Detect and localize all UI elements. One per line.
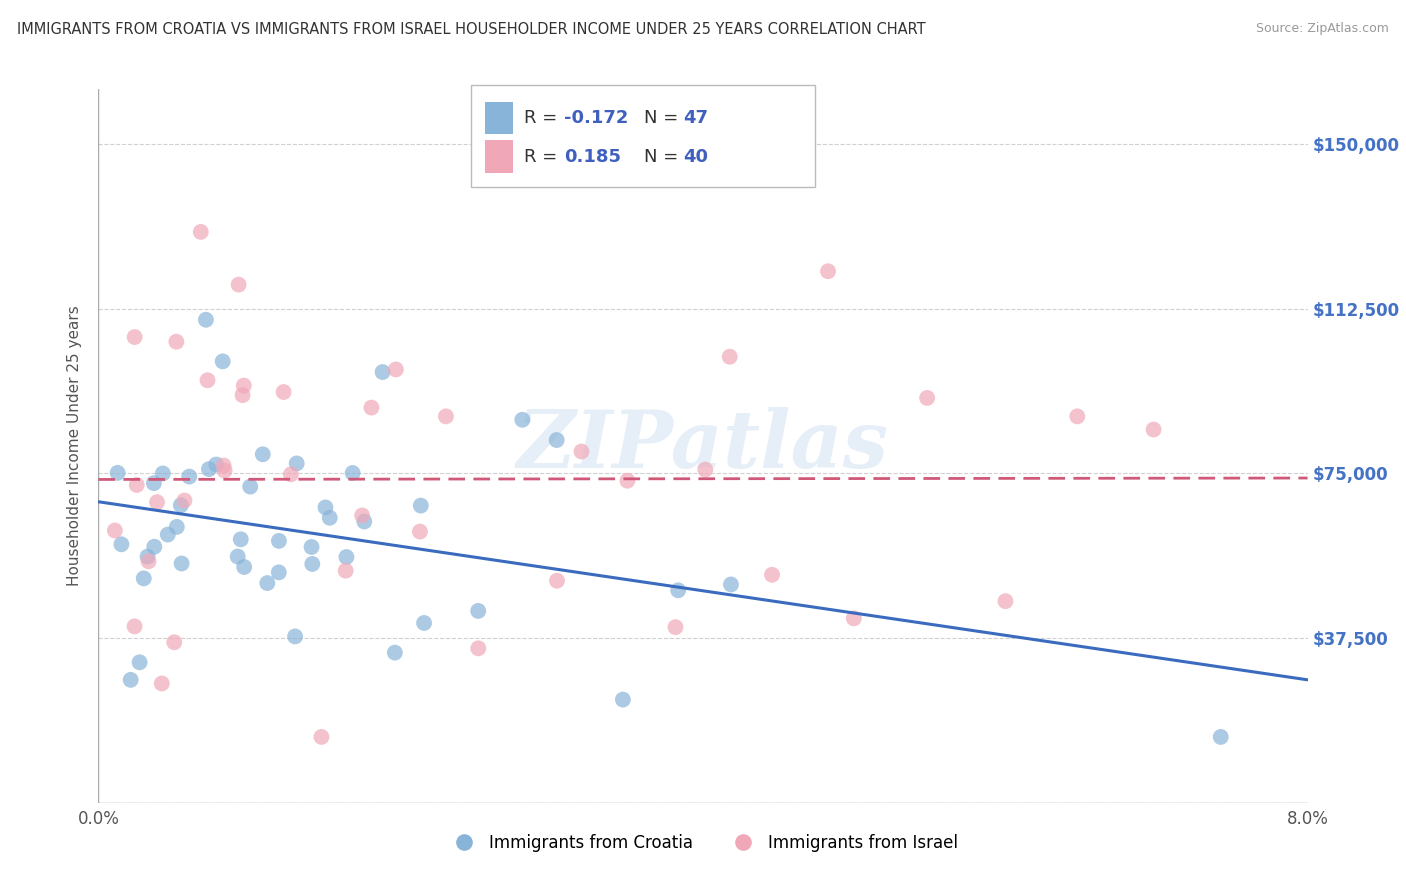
Point <box>150 676 173 690</box>
Text: 0.185: 0.185 <box>564 147 621 166</box>
Text: ZIPatlas: ZIPatlas <box>517 408 889 484</box>
Point <box>612 692 634 706</box>
Point <box>301 557 323 571</box>
Point <box>128 655 150 669</box>
Point <box>124 330 146 344</box>
Point <box>146 495 169 509</box>
Point <box>229 533 252 547</box>
Point <box>194 312 217 326</box>
Point <box>1142 423 1164 437</box>
Point <box>371 365 394 379</box>
Point <box>994 594 1017 608</box>
Point <box>232 388 254 402</box>
Point <box>695 462 717 476</box>
Point <box>136 549 159 564</box>
Point <box>335 564 357 578</box>
Point <box>285 457 308 471</box>
Point <box>352 508 374 523</box>
Point <box>664 620 686 634</box>
Point <box>143 540 166 554</box>
Point <box>170 498 193 512</box>
Point <box>311 730 333 744</box>
Point <box>198 462 221 476</box>
Point <box>413 615 436 630</box>
Y-axis label: Householder Income Under 25 years: Householder Income Under 25 years <box>67 306 83 586</box>
Point <box>214 464 236 478</box>
Point <box>280 467 302 482</box>
Point <box>226 549 249 564</box>
Point <box>107 466 129 480</box>
Point <box>256 576 278 591</box>
Point <box>142 476 165 491</box>
Point <box>132 571 155 585</box>
Point <box>179 469 201 483</box>
Point <box>239 480 262 494</box>
Point <box>915 391 938 405</box>
Point <box>165 334 187 349</box>
Point <box>409 524 432 539</box>
Point <box>120 673 142 687</box>
Point <box>173 493 195 508</box>
Text: N =: N = <box>644 147 683 166</box>
Point <box>385 362 408 376</box>
Point <box>761 567 783 582</box>
Text: R =: R = <box>524 109 564 127</box>
Point <box>205 458 228 472</box>
Point <box>546 574 568 588</box>
Point <box>353 515 375 529</box>
Point <box>546 433 568 447</box>
Point <box>301 540 323 554</box>
Point <box>409 499 432 513</box>
Point <box>616 474 638 488</box>
Point <box>434 409 457 424</box>
Point <box>170 557 193 571</box>
Point <box>228 277 250 292</box>
Point <box>571 444 593 458</box>
Text: IMMIGRANTS FROM CROATIA VS IMMIGRANTS FROM ISRAEL HOUSEHOLDER INCOME UNDER 25 YE: IMMIGRANTS FROM CROATIA VS IMMIGRANTS FR… <box>17 22 925 37</box>
Point <box>197 373 219 387</box>
Point <box>360 401 382 415</box>
Point <box>284 630 307 644</box>
Point <box>163 635 186 649</box>
Point <box>104 524 127 538</box>
Point <box>124 619 146 633</box>
Point <box>190 225 212 239</box>
Text: 40: 40 <box>683 147 709 166</box>
Text: N =: N = <box>644 109 683 127</box>
Point <box>156 527 179 541</box>
Point <box>319 510 342 524</box>
Point <box>720 577 742 591</box>
Point <box>212 458 235 473</box>
Point <box>267 566 290 580</box>
Point <box>138 554 160 568</box>
Point <box>267 533 290 548</box>
Point <box>314 500 336 515</box>
Point <box>152 467 174 481</box>
Text: R =: R = <box>524 147 564 166</box>
Point <box>817 264 839 278</box>
Point <box>233 560 256 574</box>
Point <box>273 385 295 400</box>
Point <box>125 478 148 492</box>
Text: -0.172: -0.172 <box>564 109 628 127</box>
Point <box>1209 730 1232 744</box>
Point <box>342 466 364 480</box>
Text: 47: 47 <box>683 109 709 127</box>
Point <box>842 611 865 625</box>
Point <box>110 537 132 551</box>
Point <box>335 549 357 564</box>
Text: Source: ZipAtlas.com: Source: ZipAtlas.com <box>1256 22 1389 36</box>
Point <box>166 520 188 534</box>
Point <box>666 583 689 598</box>
Point <box>1066 409 1088 424</box>
Point <box>512 413 534 427</box>
Point <box>252 447 274 461</box>
Legend: Immigrants from Croatia, Immigrants from Israel: Immigrants from Croatia, Immigrants from… <box>441 828 965 859</box>
Point <box>211 354 233 368</box>
Point <box>232 378 254 392</box>
Point <box>718 350 741 364</box>
Point <box>467 641 489 656</box>
Point <box>467 604 489 618</box>
Point <box>384 646 406 660</box>
